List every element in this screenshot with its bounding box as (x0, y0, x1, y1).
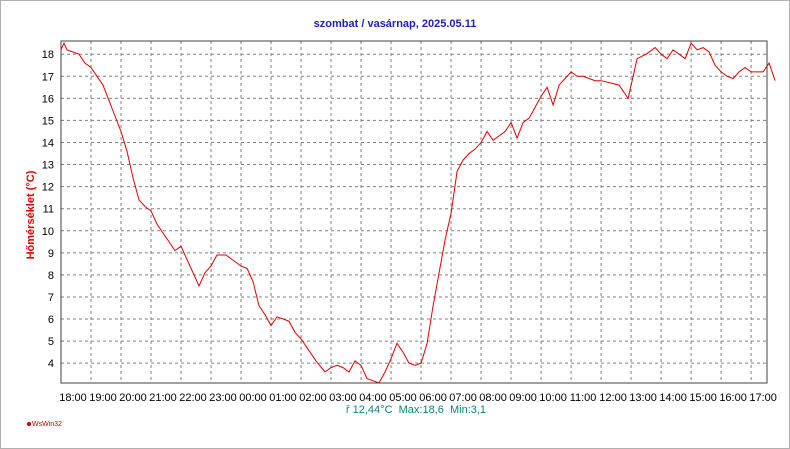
x-tick-label: 06:00 (419, 392, 447, 404)
y-tick-label: 15 (42, 115, 54, 127)
x-tick-label: 21:00 (149, 392, 177, 404)
x-tick-label: 12:00 (599, 392, 627, 404)
x-tick-label: 17:00 (749, 392, 777, 404)
logo-text: WsWin32 (32, 421, 62, 428)
y-tick-label: 4 (48, 358, 54, 370)
grid-lines (61, 41, 767, 383)
x-tick-label: 03:00 (329, 392, 357, 404)
y-tick-label: 6 (48, 314, 54, 326)
x-tick-label: 18:00 (59, 392, 87, 404)
x-tick-label: 07:00 (449, 392, 477, 404)
y-tick-label: 8 (48, 270, 54, 282)
x-tick-label: 02:00 (299, 392, 327, 404)
y-tick-label: 13 (42, 160, 54, 172)
y-tick-label: 17 (42, 71, 54, 83)
plot-area-border (60, 40, 768, 384)
x-tick-label: 10:00 (539, 392, 567, 404)
y-tick-label: 11 (43, 204, 54, 216)
x-tick-label: 13:00 (629, 392, 657, 404)
y-tick-label: 10 (42, 226, 54, 238)
stats-summary: ř 12,44°C Max:18,6 Min:3,1 (345, 404, 487, 416)
x-tick-label: 16:00 (719, 392, 747, 404)
y-tick-label: 9 (48, 248, 54, 260)
chart-title: szombat / vasárnap, 2025.05.11 (313, 18, 477, 30)
software-logo: WsWin32 (27, 421, 62, 428)
y-tick-label: 18 (42, 49, 54, 61)
x-tick-label: 04:00 (359, 392, 387, 404)
x-tick-label: 09:00 (509, 392, 537, 404)
x-tick-label: 15:00 (689, 392, 717, 404)
x-tick-label: 14:00 (659, 392, 687, 404)
x-tick-label: 20:00 (119, 392, 147, 404)
x-tick-label: 08:00 (479, 392, 507, 404)
y-tick-label: 14 (42, 137, 54, 149)
x-tick-label: 01:00 (269, 392, 297, 404)
x-tick-label: 19:00 (89, 392, 117, 404)
logo-dot-icon (27, 422, 31, 427)
y-tick-label: 12 (42, 182, 54, 194)
temperature-line (60, 41, 776, 384)
x-tick-label: 23:00 (209, 392, 237, 404)
y-tick-labels: 4 5 6 7 8 9 10 11 12 13 14 15 16 17 18 (42, 49, 54, 370)
y-tick-label: 7 (48, 292, 54, 304)
x-tick-label: 05:00 (389, 392, 417, 404)
x-tick-label: 22:00 (179, 392, 207, 404)
x-tick-label: 00:00 (239, 392, 267, 404)
y-tick-label: 5 (48, 336, 54, 348)
y-tick-label: 16 (42, 93, 54, 105)
x-tick-label: 11:00 (570, 392, 597, 404)
x-tick-labels: 18:00 19:00 20:00 21:00 22:00 23:00 00:00 01:00… (59, 392, 777, 404)
